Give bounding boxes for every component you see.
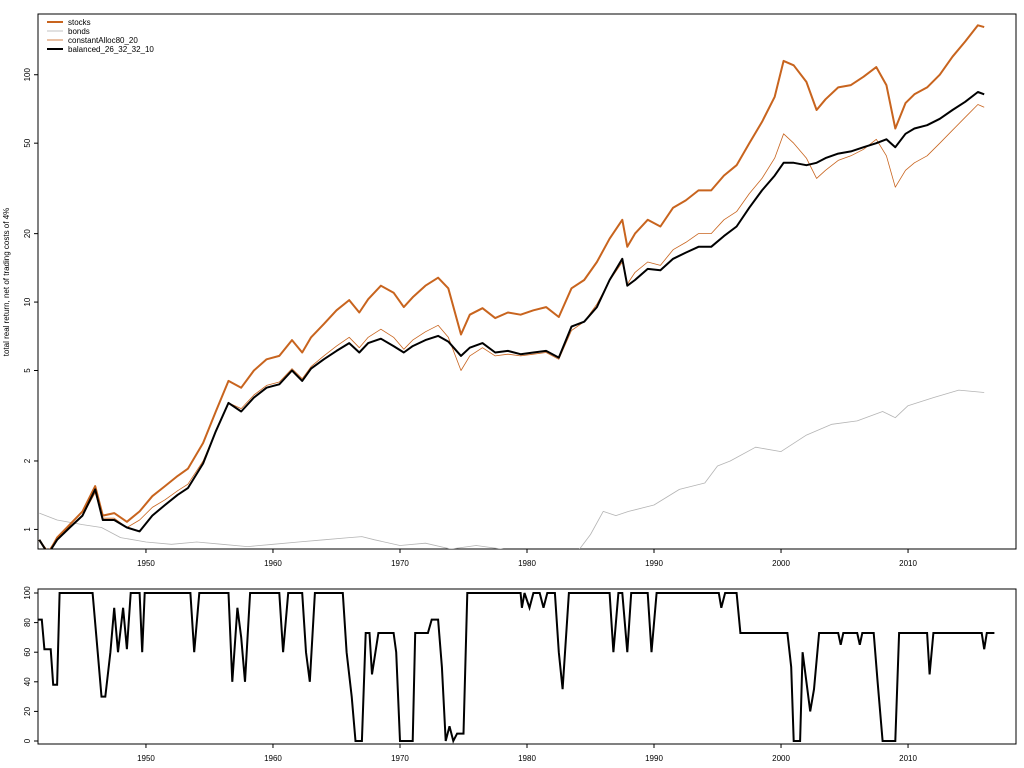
legend-label-balanced_26_32_32_10: balanced_26_32_32_10 bbox=[68, 45, 154, 54]
x-tick-label: 1990 bbox=[645, 754, 663, 763]
x-tick-label: 2010 bbox=[899, 559, 917, 568]
legend-label-bonds: bonds bbox=[68, 27, 90, 36]
series-line-balanced_26_32_32_10 bbox=[38, 91, 985, 549]
y-tick-label: 1 bbox=[23, 527, 32, 532]
legend: stocksbondsconstantAlloc80_20balanced_26… bbox=[47, 18, 154, 54]
main-series-group bbox=[38, 24, 985, 549]
y-tick-label: 5 bbox=[23, 368, 32, 373]
allocation-series-group bbox=[38, 592, 995, 744]
x-tick-label: 2010 bbox=[899, 754, 917, 763]
main-x-axis: 1950 1960 1970 1980 1990 2000 2010 bbox=[137, 549, 917, 568]
x-tick-label: 1960 bbox=[264, 754, 282, 763]
x-tick-label: 1970 bbox=[391, 559, 409, 568]
y-tick-label: 0 bbox=[23, 738, 32, 743]
y-tick-label: 60 bbox=[23, 647, 32, 656]
x-tick-label: 1980 bbox=[518, 754, 536, 763]
y-axis-label: total real return, net of trading costs … bbox=[2, 208, 11, 357]
allocation-y-axis: 0 20 40 60 80 100 bbox=[23, 586, 38, 743]
y-tick-label: 50 bbox=[23, 138, 32, 147]
y-tick-label: 100 bbox=[23, 68, 32, 82]
x-tick-label: 2000 bbox=[772, 754, 790, 763]
main-plot-frame bbox=[37, 13, 1017, 550]
x-tick-label: 1970 bbox=[391, 754, 409, 763]
y-tick-label: 40 bbox=[23, 677, 32, 686]
allocation-line bbox=[38, 592, 995, 744]
legend-label-stocks: stocks bbox=[68, 18, 91, 27]
x-tick-label: 1990 bbox=[645, 559, 663, 568]
main-y-axis: 1 2 5 10 20 50 100 bbox=[23, 68, 38, 532]
y-tick-label: 20 bbox=[23, 706, 32, 715]
y-tick-label: 80 bbox=[23, 618, 32, 627]
series-line-constantAlloc80_20 bbox=[38, 104, 985, 549]
allocation-plot-frame bbox=[37, 588, 1017, 745]
x-tick-label: 1950 bbox=[137, 754, 155, 763]
x-tick-label: 1980 bbox=[518, 559, 536, 568]
y-tick-label: 20 bbox=[23, 229, 32, 238]
x-tick-label: 1950 bbox=[137, 559, 155, 568]
series-line-bonds bbox=[39, 389, 985, 549]
legend-label-constantAlloc80_20: constantAlloc80_20 bbox=[68, 36, 138, 45]
x-tick-label: 1960 bbox=[264, 559, 282, 568]
y-tick-label: 100 bbox=[23, 586, 32, 600]
allocation-x-axis: 1950 1960 1970 1980 1990 2000 2010 bbox=[137, 744, 917, 763]
series-line-stocks bbox=[38, 24, 985, 549]
y-tick-label: 10 bbox=[23, 297, 32, 306]
y-tick-label: 2 bbox=[23, 458, 32, 463]
x-tick-label: 2000 bbox=[772, 559, 790, 568]
